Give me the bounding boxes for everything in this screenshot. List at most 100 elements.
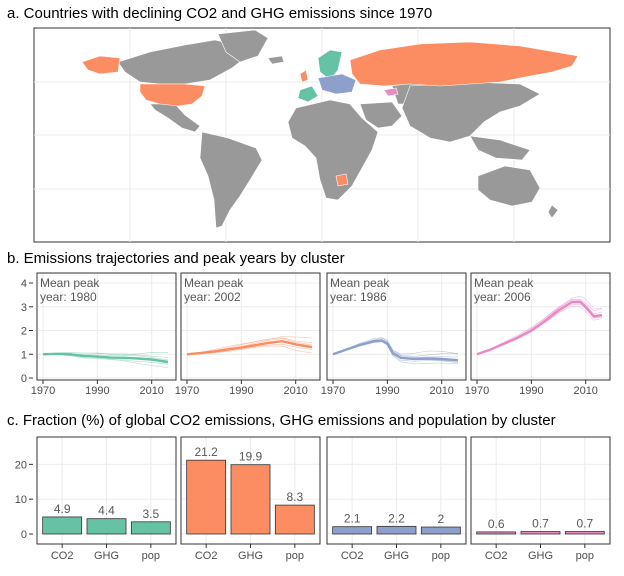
panel-c-frame: [326, 436, 467, 545]
land-canada: [117, 39, 246, 85]
panel-b-x-tick-label: 2010: [139, 385, 163, 397]
panel-b-plot-area: [471, 273, 610, 380]
bar-ghg: [230, 464, 271, 535]
world-map: [33, 27, 611, 243]
panel-b-x-tick-label: 1990: [85, 385, 109, 397]
panel-c-x-tick-label: CO2: [485, 550, 508, 562]
panel-b-x-tick-label: 2010: [429, 385, 453, 397]
panel-c-y-tick-label: 0: [21, 529, 27, 541]
bar-value-label: 2.1: [344, 512, 361, 526]
panel-c-frame: [36, 436, 177, 545]
panel-c-x-tick-label: GHG: [94, 550, 119, 562]
panel-c-x-tick-label: CO2: [195, 550, 218, 562]
panel-c-x-tick-label: CO2: [51, 550, 74, 562]
land-southeast-asia: [469, 135, 531, 161]
panel-b-frame: [36, 272, 177, 381]
country-trajectory-line: [42, 351, 169, 355]
bar-pop: [130, 521, 171, 535]
land-iceland: [267, 55, 285, 65]
bar-value-label: 4.4: [98, 504, 115, 518]
bar-co2: [186, 459, 227, 535]
panel-b-x-tick-label: 1970: [175, 385, 199, 397]
land-masses: [117, 29, 559, 229]
panel-c-facet-2: 21.2 CO2 19.9 GHG 8.3 pop: [180, 436, 321, 562]
panel-b-frame: [180, 272, 321, 381]
mean-trajectory-line: [476, 300, 603, 356]
cluster4-eastern-europe: [383, 87, 399, 97]
panel-b-x-tick-label: 1990: [229, 385, 253, 397]
bar-ghg: [520, 531, 561, 535]
panel-c-title: c. Fraction (%) of global CO2 emissions,…: [7, 412, 556, 429]
panel-c-y-axis: 0 10 20: [15, 459, 33, 541]
peak-label-line2: year: 1986: [330, 290, 387, 304]
cluster2-uk: [299, 69, 309, 83]
land-asia: [401, 81, 541, 143]
panel-c-x-tick-label: GHG: [384, 550, 409, 562]
bar-co2: [332, 526, 373, 535]
mean-trajectory-line: [332, 339, 459, 362]
peak-label-line2: year: 2002: [184, 290, 241, 304]
panel-b-plot-area: [327, 273, 466, 380]
mean-trajectory-line: [186, 339, 313, 356]
cluster-countries: [81, 41, 579, 187]
panel-c-y-tick-label: 20: [15, 459, 27, 471]
panel-b-x-tick-label: 1970: [465, 385, 489, 397]
panel-b-frame: [326, 272, 467, 381]
peak-label-line2: year: 1980: [40, 290, 97, 304]
bar-pop: [564, 531, 605, 535]
panel-b-x-tick-label: 1970: [321, 385, 345, 397]
panel-c-facet-3: 2.1 CO2 2.2 GHG 2 pop: [326, 436, 467, 562]
bar-co2: [476, 531, 517, 535]
cluster2-usa: [139, 83, 206, 107]
panel-b-y-tick-label: 4: [21, 278, 27, 290]
bar-value-label: 4.9: [54, 502, 71, 516]
panel-b-line-charts: Mean peak year: 1980 1970 1990 2010 Mean peak…: [31, 272, 611, 397]
panel-b-y-tick-label: 2: [21, 326, 27, 338]
panel-c-x-tick-label: CO2: [341, 550, 364, 562]
bar-pop: [274, 504, 315, 535]
country-trajectory-line: [332, 337, 459, 355]
land-south-america: [199, 131, 263, 229]
bar-pop: [420, 526, 461, 535]
cluster1-western-europe: [297, 85, 319, 103]
cluster1-northern-europe: [317, 49, 343, 81]
panel-c-facet-4: 0.6 CO2 0.7 GHG 0.7 pop: [470, 436, 611, 562]
bar-value-label: 0.7: [532, 517, 549, 531]
panel-b-x-tick-label: 2010: [573, 385, 597, 397]
land-new-zealand: [547, 204, 559, 219]
peak-label-line1: Mean peak: [184, 276, 244, 290]
land-middle-east: [359, 101, 403, 129]
peak-label-line1: Mean peak: [330, 276, 390, 290]
panel-b-y-tick-label: 0: [21, 373, 27, 385]
panel-b-y-tick-label: 1: [21, 349, 27, 361]
bar-ghg: [86, 518, 127, 535]
panel-b-x-tick-label: 1990: [519, 385, 543, 397]
panel-a-title: a. Countries with declining CO2 and GHG …: [7, 5, 433, 22]
cluster2-russia: [349, 41, 579, 87]
peak-label-line1: Mean peak: [474, 276, 534, 290]
panel-c-bar-charts: 4.9CO24.4GHG3.5pop21.2CO219.9GHG8.3pop2.…: [36, 436, 611, 562]
mean-trajectory-line: [42, 352, 169, 364]
bar-value-label: 2.2: [388, 511, 405, 525]
panel-b-title: b. Emissions trajectories and peak years…: [7, 250, 345, 267]
country-trajectory-line: [476, 295, 603, 355]
bar-value-label: 3.5: [142, 507, 159, 521]
panel-c-x-tick-label: pop: [286, 550, 304, 562]
bar-co2: [42, 516, 83, 535]
bar-value-label: 0.6: [488, 517, 505, 531]
land-greenland: [217, 29, 269, 63]
panel-b-y-axis: 0 1 2 3 4: [21, 278, 33, 385]
panel-c-x-tick-label: GHG: [238, 550, 263, 562]
panel-b-x-tick-label: 1970: [31, 385, 55, 397]
panel-c-facet-1: 4.9 CO2 4.4 GHG 3.5 pop: [36, 436, 177, 562]
land-mexico-central: [149, 103, 201, 133]
land-africa: [287, 99, 379, 201]
panel-c-frame: [180, 436, 321, 545]
panel-b-frame: [470, 272, 611, 381]
panel-c-y-tick-label: 10: [15, 494, 27, 506]
panel-c-x-tick-label: pop: [576, 550, 594, 562]
